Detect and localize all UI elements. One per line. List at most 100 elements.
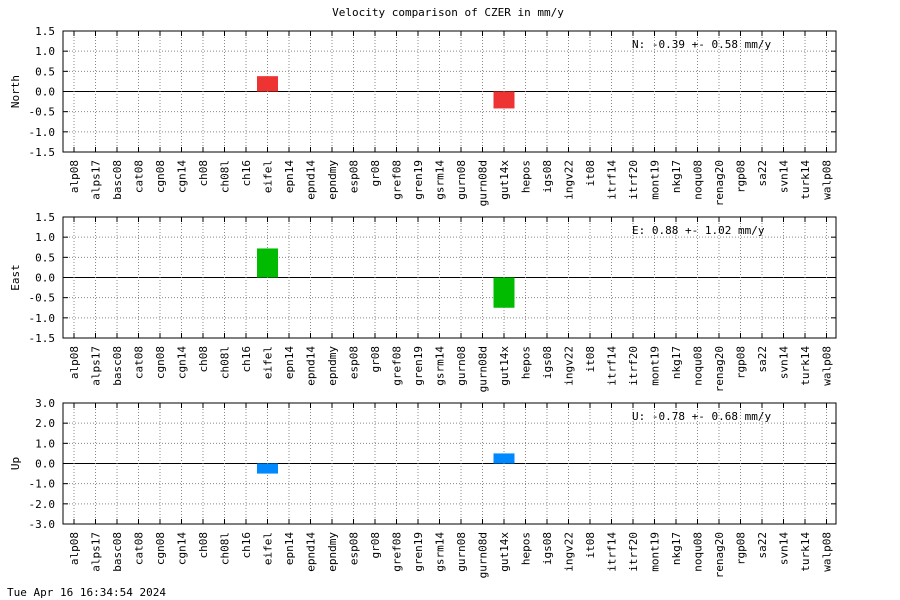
x-tick-label: mont19 [649,532,662,572]
y-tick-label: 1.5 [35,25,55,38]
y-tick-label: -2.0 [29,498,56,511]
stat-annotation: U: -0.78 +- 0.68 mm/y [632,410,771,423]
x-tick-label: hepos [520,346,533,379]
x-tick-label: ingv22 [563,160,576,200]
y-tick-label: 0.0 [35,86,55,99]
x-tick-label: ingv22 [563,532,576,572]
x-tick-label: eifel [262,160,275,193]
x-tick-label: cgn08 [154,532,167,565]
x-tick-label: ch16 [240,160,253,187]
x-tick-label: mont19 [649,160,662,200]
x-tick-label: gref08 [391,160,404,200]
y-axis-label: North [9,75,22,108]
x-tick-label: gurn08 [455,346,468,386]
x-tick-label: cgn14 [176,532,189,565]
y-tick-label: -0.5 [29,292,56,305]
y-tick-label: 1.5 [35,211,55,224]
y-tick-label: -1.0 [29,126,56,139]
x-tick-label: epn14 [283,160,296,193]
x-tick-label: ch16 [240,532,253,559]
x-tick-label: gren19 [412,346,425,386]
panel-up: 3.0 2.0 1.0 0.0 -1.0 -2.0 -3.0 alp08 alps17 basc0… [9,397,837,578]
x-tick-label: nkg17 [670,532,683,565]
bar-eifel [257,248,278,278]
x-tick-label: gr08 [369,346,382,373]
y-tick-label: 1.0 [35,231,55,244]
x-tick-label: walp08 [821,160,834,200]
y-tick-label: 1.0 [35,437,55,450]
x-tick-label: renag20 [713,160,726,206]
x-tick-label: cat08 [133,160,146,193]
x-tick-label: noqu08 [692,532,705,572]
y-tick-label: 0.5 [35,65,55,78]
x-tick-label: itrf20 [627,346,640,386]
x-tick-label: alp08 [68,160,81,193]
x-tick-label: ch08 [197,160,210,187]
x-tick-label: alps17 [90,532,103,572]
y-tick-label: -1.5 [29,146,56,159]
y-tick-label: -1.0 [29,312,56,325]
x-tick-label: igs08 [541,346,554,379]
x-tick-label: cgn08 [154,346,167,379]
y-tick-label: 0.0 [35,272,55,285]
x-tick-label: epnd14 [305,532,318,572]
x-tick-label: epndmy [326,160,339,200]
x-tick-label: walp08 [821,532,834,572]
x-tick-label: hepos [520,532,533,565]
chart-title: Velocity comparison of CZER in mm/y [332,6,564,19]
x-tick-label: gurn08d [477,160,490,206]
x-tick-label: epndmy [326,532,339,572]
bar-eifel [257,463,278,474]
y-tick-label: 0.5 [35,251,55,264]
x-tick-label: igs08 [541,532,554,565]
x-tick-label: itrf20 [627,160,640,200]
x-tick-label: gurn08 [455,532,468,572]
bar-eifel [257,76,278,92]
x-tick-label: itrf14 [606,160,619,200]
x-tick-label: nkg17 [670,346,683,379]
x-tick-label: ch08l [219,532,232,565]
x-tick-label: turk14 [799,160,812,200]
bar-gut14x [493,453,515,464]
x-tick-label: ch08 [197,532,210,559]
x-tick-label: itrf14 [606,346,619,386]
x-tick-label: renag20 [713,346,726,392]
x-tick-label: epndmy [326,346,339,386]
x-tick-label: alps17 [90,160,103,200]
x-tick-label: alp08 [68,532,81,565]
y-tick-label: 2.0 [35,417,55,430]
x-tick-label: epn14 [283,532,296,565]
x-tick-label: basc08 [111,532,124,572]
x-tick-label: sa22 [756,346,769,373]
x-tick-label: gut14x [498,532,511,572]
x-tick-label: svn14 [778,532,791,565]
x-tick-label: rgp08 [735,160,748,193]
stat-annotation: N: -0.39 +- 0.58 mm/y [632,38,771,51]
x-tick-label: turk14 [799,532,812,572]
x-tick-label: mont19 [649,346,662,386]
x-tick-label: cgn14 [176,346,189,379]
x-tick-label: esp08 [348,532,361,565]
y-tick-label: 1.0 [35,45,55,58]
x-tick-label: gsrm14 [434,346,447,386]
x-tick-label: alp08 [68,346,81,379]
x-tick-label: ch08l [219,160,232,193]
x-tick-label: epnd14 [305,160,318,200]
panel-east: 1.5 1.0 0.5 0.0 -0.5 -1.0 -1.5 alp08 alps17 basc0… [9,211,837,392]
x-tick-label: it08 [584,160,597,187]
x-tick-label: gren19 [412,532,425,572]
x-tick-label: gut14x [498,346,511,386]
y-tick-label: 3.0 [35,397,55,410]
x-tick-label: gr08 [369,160,382,187]
x-tick-label: svn14 [778,160,791,193]
x-tick-label: svn14 [778,346,791,379]
stat-annotation: E: 0.88 +- 1.02 mm/y [632,224,765,237]
chart-panels: 1.5 1.0 0.5 0.0 -0.5 -1.0 -1.5 alp08 alps17 basc0… [9,25,837,578]
x-tick-label: igs08 [541,160,554,193]
x-tick-label: basc08 [111,346,124,386]
y-tick-label: -1.0 [29,478,56,491]
x-tick-label: gurn08 [455,160,468,200]
x-tick-label: ch08l [219,346,232,379]
y-tick-label: -3.0 [29,518,56,531]
